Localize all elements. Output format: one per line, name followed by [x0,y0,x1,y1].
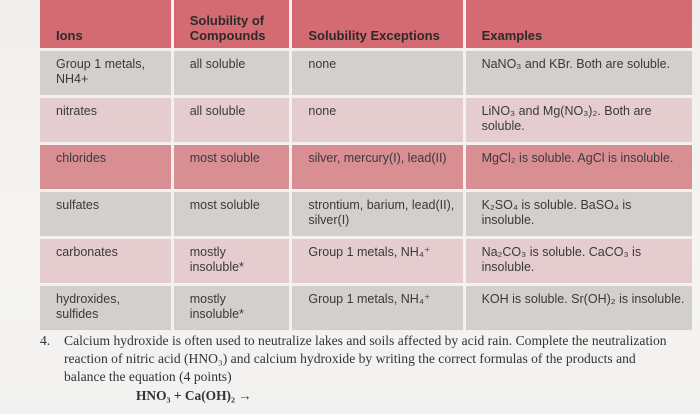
cell-solubility: most soluble [173,192,293,239]
cell-ion: hydroxides, sulfides [40,286,174,333]
cell-solubility: most soluble [173,145,293,192]
cell-examples: Na₂CO₃ is soluble. CaCO₃ is insoluble. [465,239,692,286]
question-block: 4. Calcium hydroxide is often used to ne… [40,332,680,405]
solubility-table: Ions Solubility of Compounds Solubility … [40,0,692,333]
cell-examples: K₂SO₄ is soluble. BaSO₄ is insoluble. [465,192,692,239]
cell-solubility: all soluble [173,51,293,98]
header-exceptions: Solubility Exceptions [292,0,466,51]
cell-examples: NaNO₃ and KBr. Both are soluble. [465,51,692,98]
table-header-row: Ions Solubility of Compounds Solubility … [40,0,692,51]
table-row: nitrates all soluble none LiNO₃ and Mg(N… [40,98,692,145]
header-examples: Examples [465,0,692,51]
cell-examples: MgCl₂ is soluble. AgCl is insoluble. [465,145,692,192]
question-text: Calcium hydroxide is often used to neutr… [64,333,667,384]
cell-ion: chlorides [40,145,174,192]
cell-solubility: all soluble [173,98,293,145]
cell-solubility: mostly insoluble* [173,286,293,333]
cell-exceptions: Group 1 metals, NH₄⁺ [292,239,466,286]
question-number: 4. [40,333,51,348]
cell-exceptions: Group 1 metals, NH₄⁺ [292,286,466,333]
cell-ion: nitrates [40,98,174,145]
cell-examples: KOH is soluble. Sr(OH)₂ is insoluble. [465,286,692,333]
table-row: chlorides most soluble silver, mercury(I… [40,145,692,192]
cell-ion: carbonates [40,239,174,286]
table-row: hydroxides, sulfides mostly insoluble* G… [40,286,692,333]
header-ions: Ions [40,0,174,51]
cell-exceptions: none [292,98,466,145]
cell-examples: LiNO₃ and Mg(NO₃)₂. Both are soluble. [465,98,692,145]
cell-solubility: mostly insoluble* [173,239,293,286]
table-row: carbonates mostly insoluble* Group 1 met… [40,239,692,286]
header-solubility: Solubility of Compounds [173,0,293,51]
table-row: Group 1 metals, NH4+ all soluble none Na… [40,51,692,98]
cell-exceptions: strontium, barium, lead(II), silver(I) [292,192,466,239]
cell-exceptions: silver, mercury(I), lead(II) [292,145,466,192]
table-row: sulfates most soluble strontium, barium,… [40,192,692,239]
chemical-equation: HNO₃ + Ca(OH)₂ → [136,388,252,403]
cell-exceptions: none [292,51,466,98]
cell-ion: sulfates [40,192,174,239]
cell-ion: Group 1 metals, NH4+ [40,51,174,98]
